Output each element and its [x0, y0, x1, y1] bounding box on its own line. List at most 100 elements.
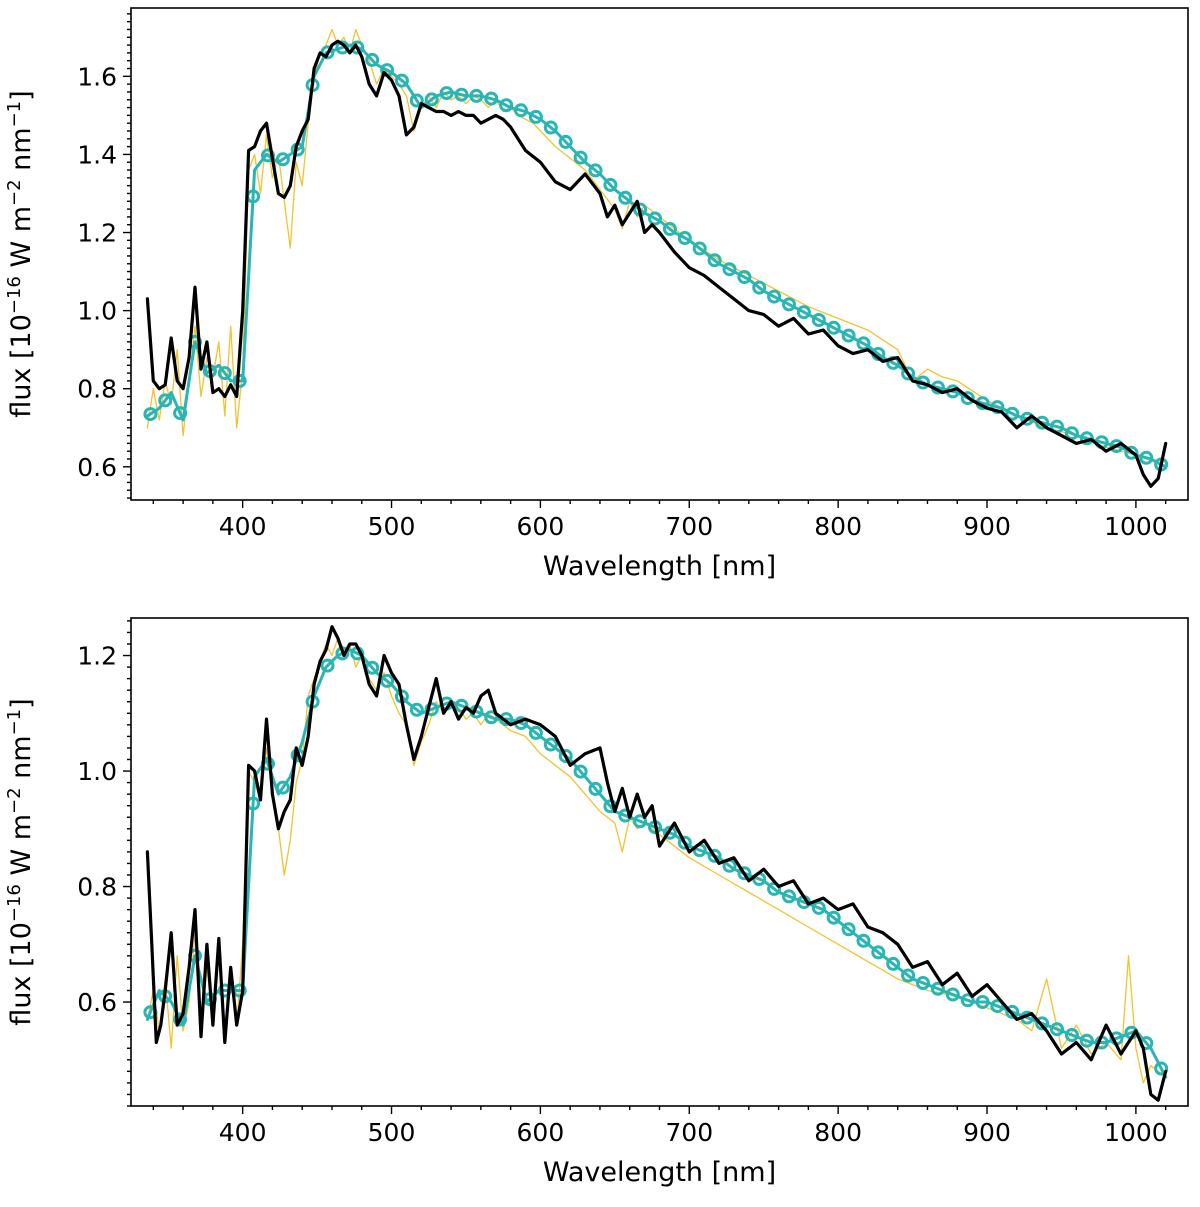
- series-marker-model: [990, 400, 1005, 415]
- bottom-panel: 400 500 600 700 800 900 1000 0.6 0.8 1.0 1.2 Wavele…: [4, 617, 1189, 1188]
- series-marker-model: [677, 835, 692, 850]
- y-axis-label: flux [10−16 W m−2 nm−1]: [4, 90, 37, 417]
- series-marker-model: [811, 900, 826, 915]
- x-tick-label: 500: [368, 1118, 416, 1147]
- series-marker-model: [588, 781, 603, 796]
- x-tick-label: 1000: [1104, 512, 1168, 541]
- series-line-fit: [145, 39, 1168, 488]
- series-line-model: [145, 43, 1168, 469]
- series-marker-model: [573, 764, 588, 779]
- y-tick-label: 0.6: [77, 988, 117, 1017]
- series-marker-model: [737, 866, 752, 881]
- x-axis-label: Wavelength [nm]: [543, 551, 776, 582]
- x-axis-label: Wavelength [nm]: [543, 1157, 776, 1188]
- y-tick-label: 1.0: [77, 757, 117, 786]
- series-marker-model: [1050, 1022, 1064, 1037]
- series-marker-model: [707, 848, 722, 863]
- series-marker-model: [975, 995, 990, 1009]
- series-marker-model: [648, 211, 662, 226]
- series-marker-model: [335, 40, 350, 55]
- series-marker-model: [558, 134, 573, 149]
- series-marker-model: [722, 262, 737, 277]
- series-marker-model: [439, 86, 454, 101]
- series-marker-model: [275, 780, 290, 795]
- plot-frame: [130, 7, 1189, 501]
- series-marker-model: [1064, 426, 1079, 441]
- top-panel: 400 500 600 700 800 900 1000 0.6 0.8 1.0 1.2 1.4 1.6…: [4, 7, 1189, 582]
- series-marker-model: [826, 320, 841, 335]
- series-marker-model: [945, 987, 960, 1002]
- series-marker-model: [484, 710, 499, 725]
- y-tick-label: 0.6: [77, 453, 117, 482]
- series-marker-model: [350, 40, 365, 55]
- plot-frame: [130, 617, 1189, 1107]
- series-marker-model: [217, 366, 232, 381]
- series-marker-model: [782, 297, 796, 312]
- series-marker-model: [782, 889, 796, 904]
- series-marker-model: [1005, 1004, 1020, 1019]
- series-marker-model: [409, 93, 424, 108]
- series-marker-model: [677, 231, 692, 245]
- series-marker-model: [588, 163, 603, 178]
- series-marker-model: [841, 922, 856, 937]
- series-marker-model: [990, 999, 1005, 1014]
- series-marker-model: [1064, 1028, 1079, 1042]
- series-marker-model: [573, 150, 588, 165]
- x-tick-label: 700: [665, 512, 713, 541]
- series-marker-model: [454, 87, 469, 102]
- series-marker-model: [1139, 450, 1154, 465]
- x-tick-label: 600: [517, 1118, 565, 1147]
- series-marker-model: [1124, 445, 1139, 460]
- series-marker-model: [528, 725, 543, 740]
- series-marker-model: [707, 253, 722, 268]
- y-tick-label: 0.8: [77, 873, 117, 902]
- x-tick-label: 900: [963, 1118, 1011, 1147]
- series-marker-model: [886, 956, 901, 971]
- y-tick-label: 1.6: [77, 62, 117, 91]
- x-tick-label: 800: [814, 1118, 862, 1147]
- x-tick-label: 400: [219, 512, 267, 541]
- series-marker-model: [960, 391, 975, 406]
- series-marker-model: [275, 152, 290, 167]
- series-marker-model: [841, 328, 856, 343]
- x-tick-label: 1000: [1104, 1118, 1168, 1147]
- y-axis-label: flux [10−16 W m−2 nm−1]: [4, 698, 37, 1025]
- y-tick-label: 0.8: [77, 375, 117, 404]
- series-marker-model: [424, 702, 439, 717]
- series-marker-model: [173, 406, 188, 421]
- series-marker-model: [1005, 406, 1020, 421]
- series-group: [143, 625, 1169, 1102]
- x-tick-label: 500: [368, 512, 416, 541]
- series-marker-model: [484, 91, 499, 106]
- series-marker-model: [514, 103, 528, 118]
- series-marker-model: [856, 933, 871, 948]
- series-marker-model: [856, 336, 871, 351]
- series-marker-model: [558, 749, 573, 763]
- series-marker-model: [737, 270, 752, 284]
- series-marker-model: [454, 698, 469, 713]
- series-marker-model: [320, 658, 335, 673]
- series-marker-model: [618, 190, 633, 205]
- series-marker-model: [1035, 1016, 1050, 1031]
- series-marker-model: [662, 222, 677, 236]
- y-tick-label: 1.2: [77, 642, 117, 671]
- series-marker-model: [930, 981, 945, 996]
- series-marker-model: [1035, 415, 1050, 430]
- series-marker-model: [901, 366, 916, 381]
- series-marker-model: [871, 945, 886, 960]
- series-marker-model: [409, 702, 424, 717]
- x-tick-label: 900: [963, 512, 1011, 541]
- series-marker-model: [543, 120, 558, 135]
- series-marker-model: [960, 993, 975, 1008]
- series-marker-model: [1079, 431, 1094, 446]
- series-marker-model: [173, 1012, 188, 1027]
- series-marker-model: [380, 673, 395, 688]
- series-marker-model: [528, 109, 543, 124]
- series-marker-model: [633, 814, 648, 829]
- series-marker-model: [499, 98, 514, 113]
- y-tick-label: 1.0: [77, 297, 117, 326]
- series-marker-model: [143, 407, 158, 422]
- x-tick-label: 600: [517, 512, 565, 541]
- series-marker-model: [767, 289, 782, 304]
